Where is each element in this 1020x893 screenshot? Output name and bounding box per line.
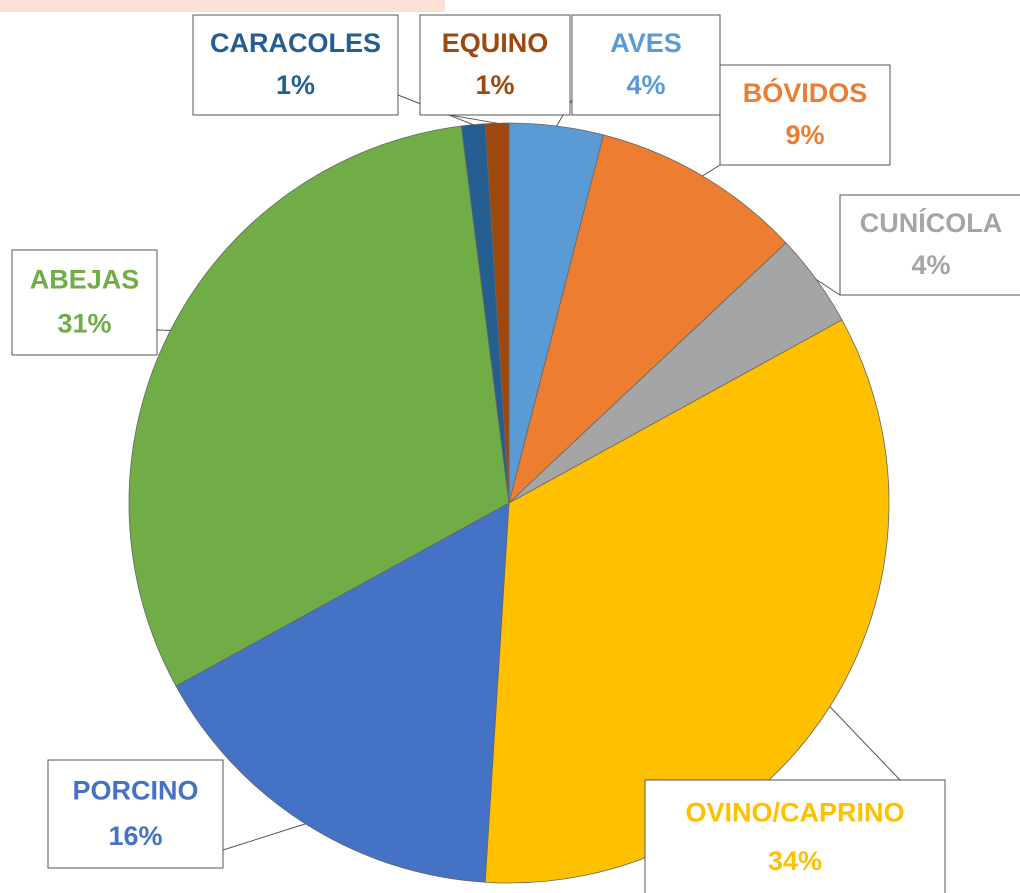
slice-label-value: 4%: [626, 70, 665, 100]
leader-line: [829, 706, 901, 781]
slice-label-name: CUNÍCOLA: [860, 207, 1003, 238]
leader-line: [702, 164, 721, 177]
leader-line: [816, 279, 841, 296]
slice-label-name: BÓVIDOS: [743, 77, 868, 108]
slice-label-value: 1%: [276, 70, 315, 100]
slice-label-value: 1%: [475, 70, 514, 100]
slice-label-name: ABEJAS: [30, 265, 140, 295]
slice-label-name: EQUINO: [442, 28, 549, 58]
label-box: [419, 14, 571, 116]
slice-label-name: CARACOLES: [210, 28, 381, 58]
slice-label-value: 4%: [911, 250, 950, 280]
label-box: [192, 14, 399, 116]
label-box: [11, 249, 158, 356]
leader-line: [222, 823, 306, 851]
label-box: [839, 194, 1020, 296]
slice-label-value: 34%: [768, 846, 822, 876]
slice-label-name: PORCINO: [72, 776, 198, 806]
label-box: [47, 759, 224, 869]
slice-label-name: OVINO/CAPRINO: [685, 798, 904, 828]
header-strip: [0, 0, 445, 12]
slice-label-name: AVES: [610, 28, 682, 58]
label-box: [571, 14, 721, 116]
label-box: [719, 64, 891, 166]
label-box: [644, 779, 946, 893]
slice-label-value: 9%: [785, 120, 824, 150]
pie-slice: [484, 122, 510, 504]
slice-label-value: 31%: [57, 309, 111, 339]
slice-label-value: 16%: [108, 821, 162, 851]
